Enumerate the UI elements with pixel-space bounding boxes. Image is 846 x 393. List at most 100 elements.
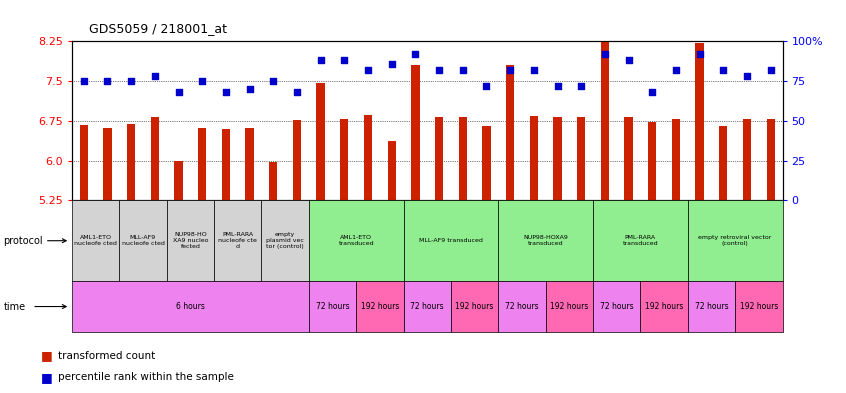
Bar (309, 200, 404, 281)
Point (385, 61, 398, 67)
Bar (356, 281, 404, 332)
Point (101, 78, 114, 84)
Text: 72 hours: 72 hours (600, 302, 634, 311)
Text: 72 hours: 72 hours (695, 302, 728, 311)
Bar (601, 39, 609, 200)
Bar (364, 115, 372, 200)
Point (693, 51, 706, 57)
Bar (459, 117, 467, 200)
Bar (222, 129, 230, 200)
Text: 72 hours: 72 hours (410, 302, 444, 311)
Point (314, 57, 327, 64)
Bar (766, 119, 775, 200)
Bar (80, 125, 88, 200)
Text: transformed count: transformed count (58, 351, 155, 361)
Bar (498, 200, 593, 281)
Text: 72 hours: 72 hours (505, 302, 539, 311)
Bar (688, 200, 783, 281)
Point (172, 89, 185, 95)
Bar (435, 117, 443, 200)
Bar (451, 281, 498, 332)
Bar (593, 200, 688, 281)
Text: MLL-AF9
nucleofe cted: MLL-AF9 nucleofe cted (122, 235, 164, 246)
Bar (482, 126, 491, 200)
Text: 192 hours: 192 hours (455, 302, 494, 311)
Bar (530, 116, 538, 200)
Bar (688, 281, 735, 332)
Point (409, 51, 422, 57)
Bar (245, 128, 254, 200)
Bar (411, 65, 420, 200)
Bar (119, 200, 167, 281)
Bar (72, 200, 119, 281)
Bar (103, 128, 112, 200)
Text: ■: ■ (41, 349, 52, 362)
Bar (672, 119, 680, 200)
Point (266, 78, 280, 84)
Text: PML-RARA
nucleofe cte
d: PML-RARA nucleofe cte d (218, 232, 257, 249)
Bar (695, 43, 704, 200)
Point (503, 67, 517, 73)
Text: AML1-ETO
transduced: AML1-ETO transduced (338, 235, 374, 246)
Bar (309, 281, 356, 332)
Point (148, 73, 162, 79)
Text: 6 hours: 6 hours (176, 302, 205, 311)
Bar (743, 119, 751, 200)
Point (124, 78, 138, 84)
Bar (553, 117, 562, 200)
Bar (174, 161, 183, 200)
Bar (214, 200, 261, 281)
Text: time: time (3, 301, 25, 312)
Point (717, 67, 730, 73)
Point (219, 89, 233, 95)
Point (456, 67, 470, 73)
Point (574, 83, 588, 89)
Bar (293, 120, 301, 200)
Text: MLL-AF9 transduced: MLL-AF9 transduced (419, 238, 483, 243)
Point (290, 89, 304, 95)
Text: empty
plasmid vec
tor (control): empty plasmid vec tor (control) (266, 232, 304, 249)
Bar (498, 281, 546, 332)
Bar (127, 123, 135, 200)
Point (480, 83, 493, 89)
Bar (340, 119, 349, 200)
Text: GDS5059 / 218001_at: GDS5059 / 218001_at (89, 22, 227, 35)
Point (527, 67, 541, 73)
Text: ■: ■ (41, 371, 52, 384)
Point (432, 67, 446, 73)
Bar (269, 162, 277, 200)
Bar (316, 83, 325, 200)
Text: percentile rank within the sample: percentile rank within the sample (58, 372, 233, 382)
Text: NUP98-HOXA9
transduced: NUP98-HOXA9 transduced (523, 235, 569, 246)
Point (77, 78, 91, 84)
Text: 72 hours: 72 hours (316, 302, 349, 311)
Bar (404, 281, 451, 332)
Point (645, 89, 659, 95)
Bar (151, 117, 159, 200)
Bar (546, 281, 593, 332)
Text: PML-RARA
transduced: PML-RARA transduced (623, 235, 658, 246)
Bar (719, 126, 728, 200)
Bar (387, 141, 396, 200)
Point (598, 51, 612, 57)
Text: empty retroviral vector
(control): empty retroviral vector (control) (699, 235, 772, 246)
Text: NUP98-HO
XA9 nucleo
fected: NUP98-HO XA9 nucleo fected (173, 232, 208, 249)
Bar (640, 281, 688, 332)
Bar (648, 123, 656, 200)
Bar (593, 281, 640, 332)
Bar (735, 281, 783, 332)
Bar (72, 281, 309, 332)
Point (195, 78, 209, 84)
Point (243, 86, 256, 92)
Text: AML1-ETO
nucleofe cted: AML1-ETO nucleofe cted (74, 235, 117, 246)
Bar (167, 200, 214, 281)
Point (361, 67, 375, 73)
Point (669, 67, 683, 73)
Bar (198, 128, 206, 200)
Text: protocol: protocol (3, 236, 43, 246)
Point (551, 83, 564, 89)
Bar (506, 65, 514, 200)
Bar (404, 200, 498, 281)
Point (740, 73, 754, 79)
Text: 192 hours: 192 hours (645, 302, 684, 311)
